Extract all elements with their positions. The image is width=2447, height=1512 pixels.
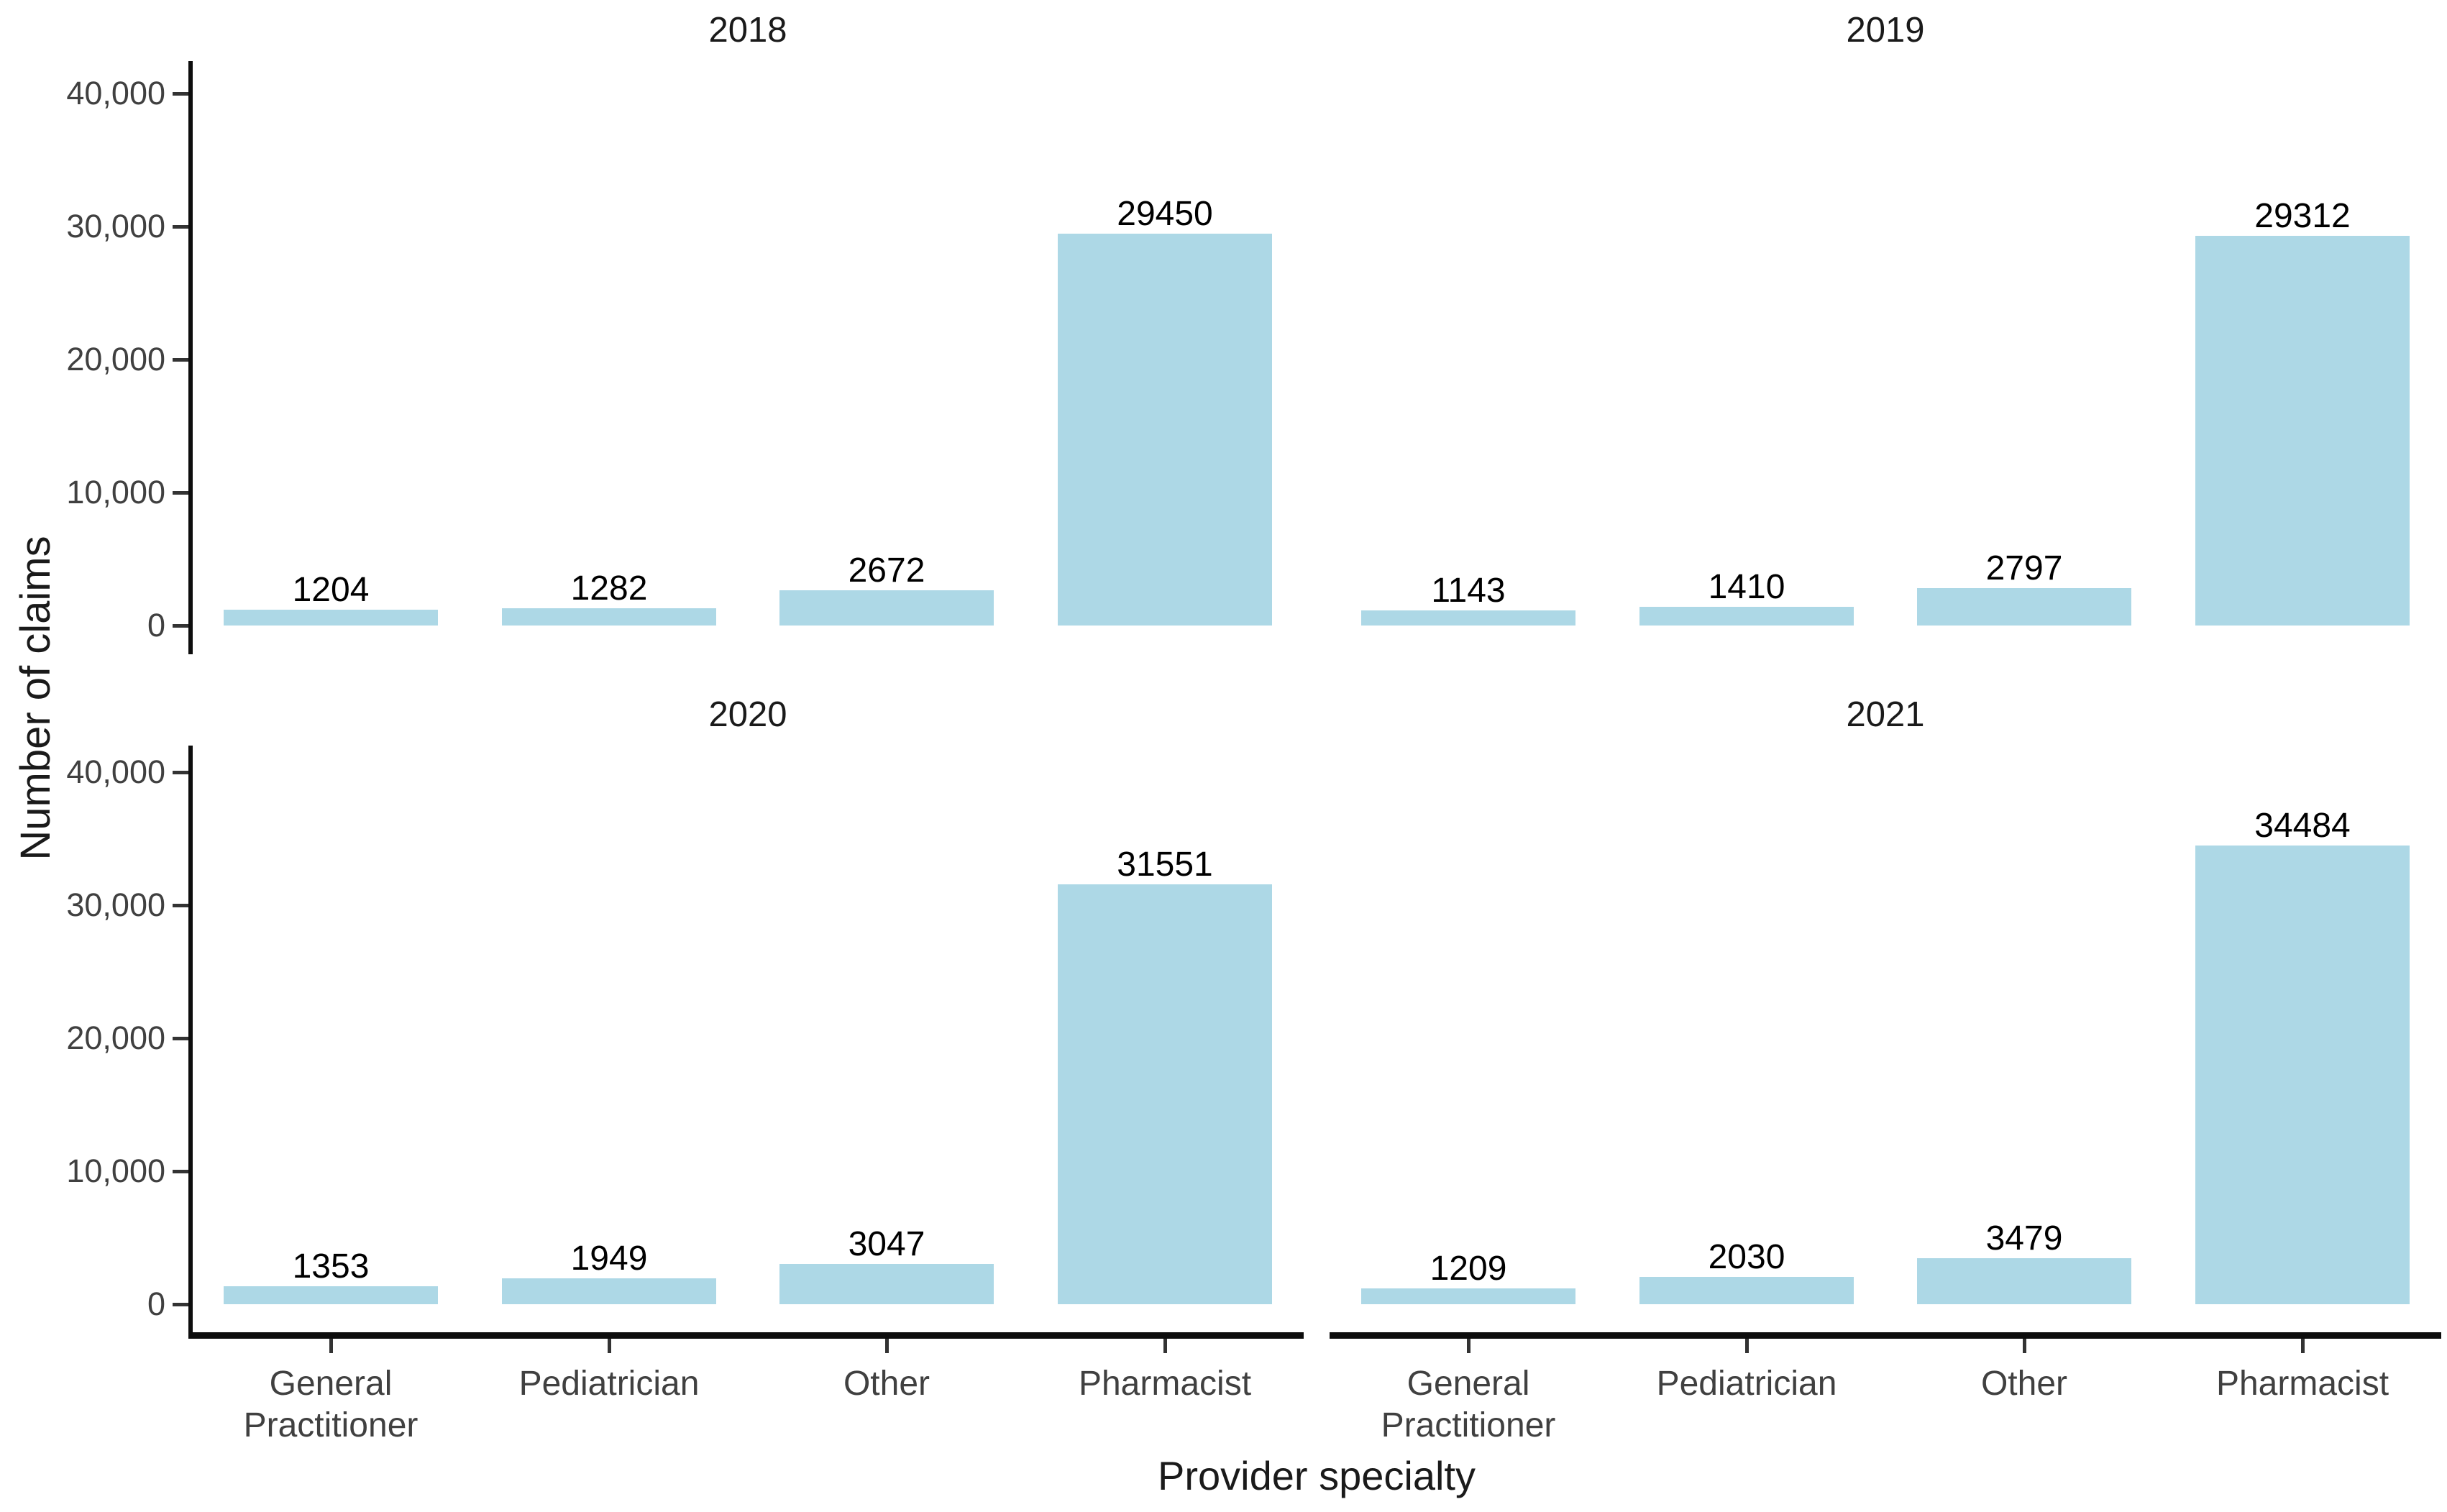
bar — [1361, 610, 1575, 626]
y-tick-label: 30,000 — [66, 886, 165, 923]
bar — [1639, 1277, 1854, 1304]
x-axis-line — [1330, 1332, 2441, 1339]
bar — [1917, 588, 2131, 626]
y-axis-tick — [173, 624, 188, 628]
y-tick-label: 20,000 — [66, 1020, 165, 1056]
bar-value-label: 1949 — [570, 1240, 648, 1278]
bar-value-label: 1209 — [1430, 1250, 1507, 1288]
bar — [1058, 884, 1272, 1304]
y-tick-label: 10,000 — [66, 474, 165, 510]
facet-title: 2020 — [708, 695, 787, 734]
x-tick-label: Pediatrician — [518, 1365, 700, 1403]
y-axis-tick — [173, 358, 188, 362]
y-axis-tick — [173, 1037, 188, 1040]
facet-title: 2021 — [1846, 695, 1925, 734]
bar — [779, 1264, 994, 1304]
bar — [1361, 1288, 1575, 1304]
x-tick-label: Other — [843, 1365, 930, 1403]
x-axis-tick — [608, 1339, 611, 1353]
y-axis-title: Number of claims — [12, 536, 59, 861]
bar — [224, 1286, 438, 1304]
bar-value-label: 34484 — [2254, 807, 2351, 845]
bar-value-label: 3047 — [848, 1225, 925, 1263]
x-axis-tick — [885, 1339, 889, 1353]
bar-value-label: 2672 — [848, 551, 925, 590]
x-tick-label: Pharmacist — [1078, 1365, 1252, 1403]
y-tick-label: 0 — [147, 1286, 165, 1322]
y-axis-tick — [173, 1170, 188, 1173]
bar-value-label: 29450 — [1117, 195, 1213, 233]
bar-value-label: 1410 — [1708, 568, 1785, 606]
bar-value-label: 2030 — [1708, 1238, 1785, 1276]
y-axis-line — [188, 61, 193, 654]
y-axis-tick — [173, 491, 188, 495]
bar-value-label: 1353 — [292, 1247, 370, 1286]
bar — [2195, 236, 2410, 626]
x-axis-tick — [2301, 1339, 2305, 1353]
y-tick-label: 20,000 — [66, 341, 165, 377]
bar — [224, 610, 438, 626]
bar-value-label: 3479 — [1985, 1219, 2063, 1257]
bar — [1058, 234, 1272, 626]
x-axis-tick — [2023, 1339, 2026, 1353]
bar — [1639, 607, 1854, 626]
x-tick-label: Other — [1980, 1365, 2068, 1403]
x-tick-label: General Practitioner — [243, 1365, 418, 1444]
y-axis-tick — [173, 771, 188, 774]
bar-value-label: 29312 — [2254, 197, 2351, 235]
y-axis-tick — [173, 225, 188, 229]
y-tick-label: 30,000 — [66, 208, 165, 244]
bar — [502, 1278, 716, 1304]
x-tick-label: General Practitioner — [1381, 1365, 1556, 1444]
bar-value-label: 31551 — [1117, 846, 1213, 884]
facet-title: 2018 — [708, 11, 787, 50]
facet-title: 2019 — [1846, 11, 1925, 50]
bar — [2195, 846, 2410, 1304]
y-axis-tick — [173, 92, 188, 96]
x-axis-tick — [1745, 1339, 1749, 1353]
y-tick-label: 10,000 — [66, 1153, 165, 1189]
x-axis-line — [188, 1332, 1304, 1339]
y-axis-tick — [173, 904, 188, 907]
bar — [502, 608, 716, 626]
x-axis-tick — [1467, 1339, 1471, 1353]
y-axis-line — [188, 746, 193, 1339]
x-axis-tick — [1163, 1339, 1167, 1353]
bar-value-label: 1282 — [570, 569, 648, 608]
bar — [779, 590, 994, 626]
x-tick-label: Pharmacist — [2215, 1365, 2389, 1403]
x-axis-tick — [329, 1339, 333, 1353]
y-tick-label: 0 — [147, 607, 165, 643]
bar-value-label: 1143 — [1431, 572, 1506, 610]
y-axis-tick — [173, 1303, 188, 1306]
bar-value-label: 1204 — [292, 571, 370, 609]
bar — [1917, 1258, 2131, 1304]
x-tick-label: Pediatrician — [1656, 1365, 1837, 1403]
x-axis-title: Provider specialty — [1158, 1453, 1476, 1498]
y-tick-label: 40,000 — [66, 753, 165, 790]
bar-value-label: 2797 — [1985, 549, 2063, 587]
y-tick-label: 40,000 — [66, 75, 165, 111]
